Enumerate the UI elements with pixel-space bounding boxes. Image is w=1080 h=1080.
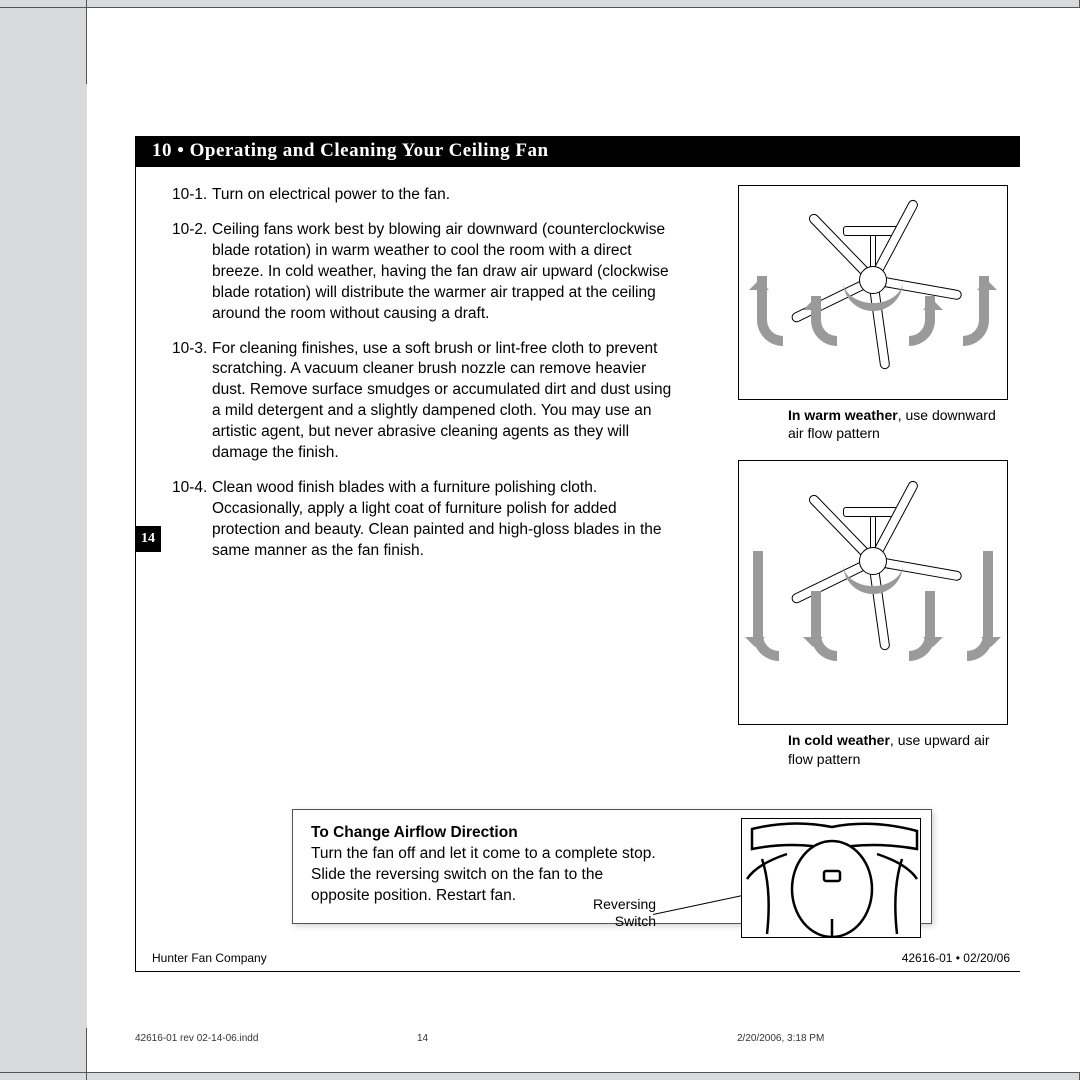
meta-filename: 42616-01 rev 02-14-06.indd xyxy=(135,1033,258,1044)
section-title: Operating and Cleaning Your Ceiling Fan xyxy=(190,140,549,161)
instruction-item: 10-2. Ceiling fans work best by blowing … xyxy=(172,220,672,325)
instruction-text: Clean wood finish blades with a furnitur… xyxy=(212,478,672,562)
leader-line xyxy=(653,893,751,915)
instruction-number: 10-4. xyxy=(172,478,212,562)
page-number-tab: 14 xyxy=(135,526,161,552)
figure-warm-airflow xyxy=(738,185,1008,400)
instruction-item: 10-3. For cleaning finishes, use a soft … xyxy=(172,339,672,465)
instruction-text: Ceiling fans work best by blowing air do… xyxy=(212,220,672,325)
instruction-text: For cleaning finishes, use a soft brush … xyxy=(212,339,672,465)
figure-reversing-switch xyxy=(741,818,921,938)
figure-caption-cold: In cold weather, use upward air flow pat… xyxy=(788,731,1008,767)
content-frame: 10 • Operating and Cleaning Your Ceiling… xyxy=(135,136,1020,972)
meta-page: 14 xyxy=(417,1033,428,1044)
section-number: 10 xyxy=(152,140,172,161)
manual-page: 10 • Operating and Cleaning Your Ceiling… xyxy=(87,8,1080,1072)
meta-timestamp: 2/20/2006, 3:18 PM xyxy=(737,1033,824,1044)
instruction-item: 10-4. Clean wood finish blades with a fu… xyxy=(172,478,672,562)
figure-cold-airflow xyxy=(738,460,1008,725)
instruction-number: 10-3. xyxy=(172,339,212,465)
instruction-item: 10-1. Turn on electrical power to the fa… xyxy=(172,185,672,206)
figure-column: In warm weather, use downward air flow p… xyxy=(738,185,1008,786)
section-header: 10 • Operating and Cleaning Your Ceiling… xyxy=(136,136,1020,167)
footer-company: Hunter Fan Company xyxy=(152,951,267,965)
airflow-direction-callout: To Change Airflow Direction Turn the fan… xyxy=(292,809,932,924)
instruction-number: 10-1. xyxy=(172,185,212,206)
instruction-number: 10-2. xyxy=(172,220,212,325)
figure-caption-warm: In warm weather, use downward air flow p… xyxy=(788,406,1008,442)
footer-docid: 42616-01 • 02/20/06 xyxy=(902,951,1010,965)
instruction-text: Turn on electrical power to the fan. xyxy=(212,185,672,206)
instruction-list: 10-1. Turn on electrical power to the fa… xyxy=(172,185,672,562)
reversing-switch-label: Reversing Switch xyxy=(593,896,656,930)
